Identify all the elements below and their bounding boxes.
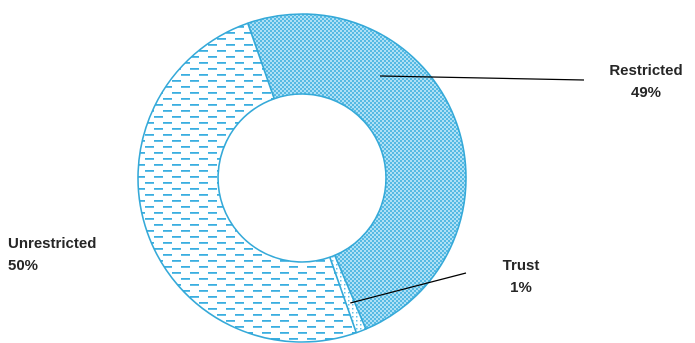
slice-unrestricted xyxy=(137,22,358,343)
label-name-trust: Trust xyxy=(503,257,540,274)
slice-restricted xyxy=(246,13,467,331)
label-name-restricted: Restricted xyxy=(609,62,682,79)
label-percent-unrestricted: 50% xyxy=(8,257,38,274)
leader-line-restricted xyxy=(379,75,585,81)
label-percent-restricted: 49% xyxy=(631,84,661,101)
leader-line-trust xyxy=(350,272,467,304)
label-percent-trust: 1% xyxy=(510,279,532,296)
label-name-unrestricted: Unrestricted xyxy=(8,235,96,252)
